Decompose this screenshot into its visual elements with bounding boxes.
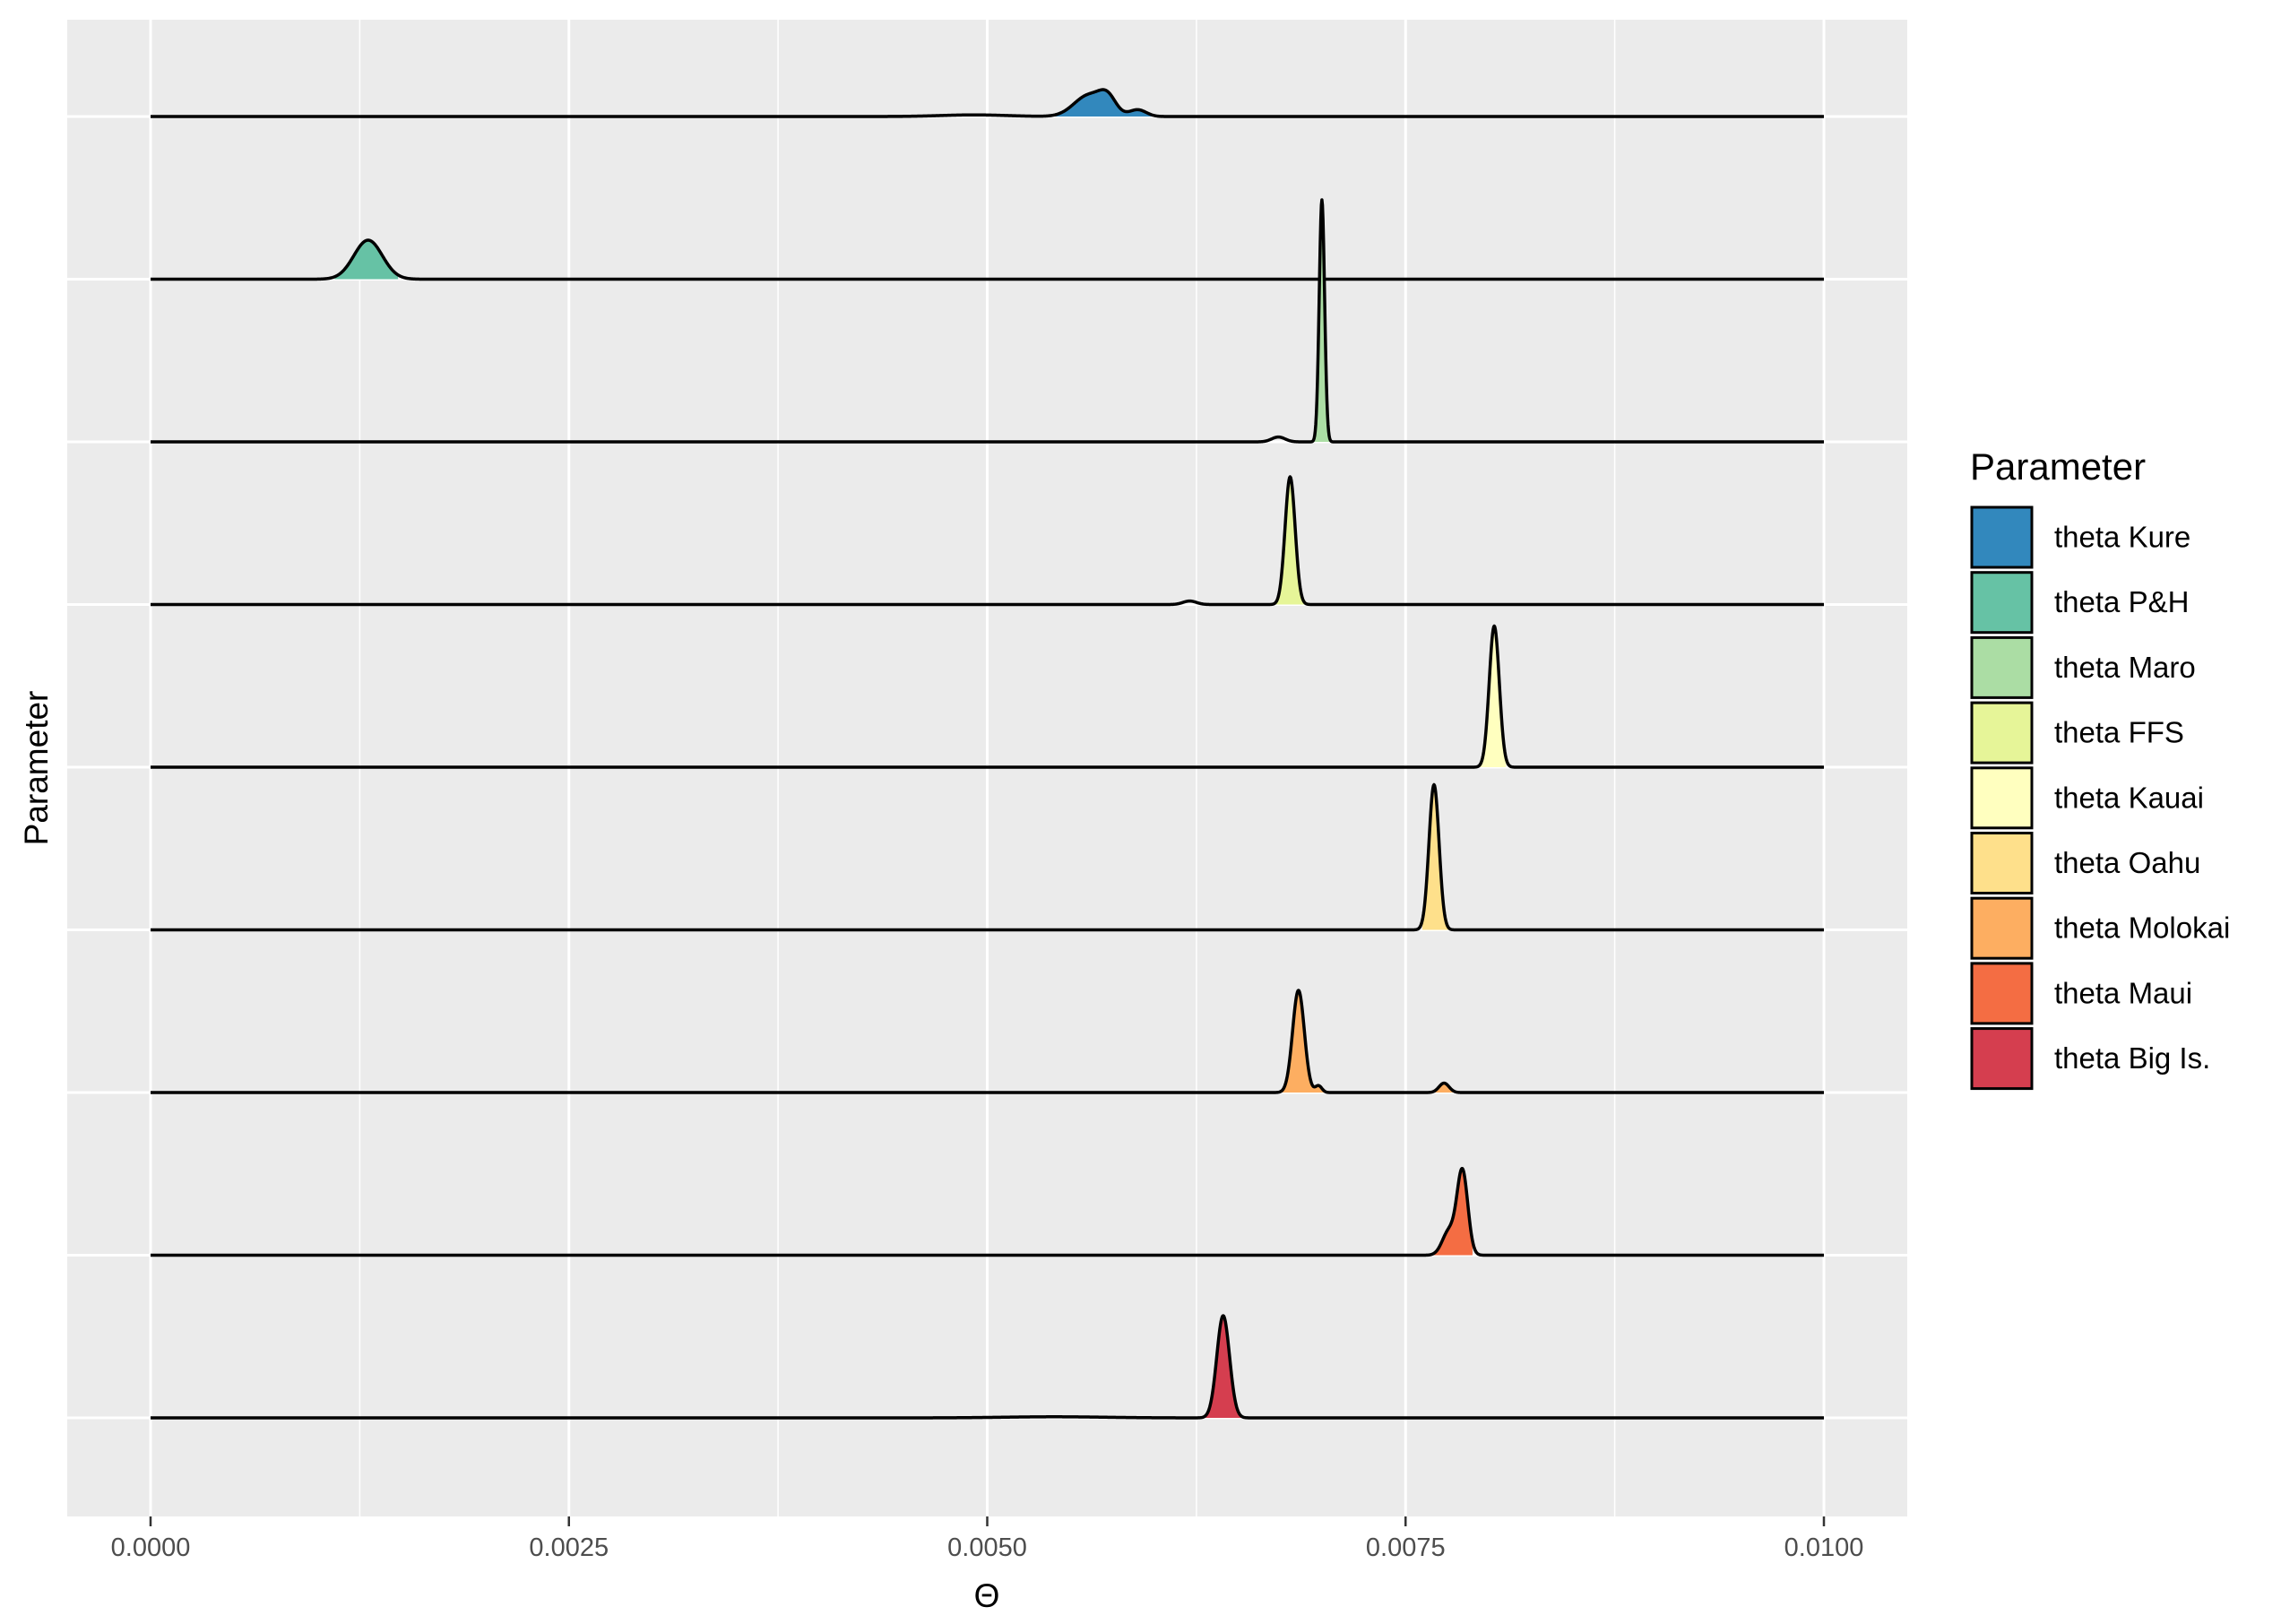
legend-key	[1970, 701, 2034, 764]
ridge-line-8	[149, 1314, 1826, 1420]
legend-label: theta Oahu	[2054, 846, 2200, 879]
legend-key	[1970, 1027, 2034, 1091]
legend-key	[1970, 896, 2034, 960]
legend-label: theta P&H	[2054, 585, 2189, 618]
ridge-fill-2	[1305, 200, 1339, 442]
x-tick-label: 0.0000	[111, 1533, 191, 1562]
legend-label: theta Big Is.	[2054, 1041, 2210, 1075]
x-axis-title: Θ	[974, 1577, 1000, 1614]
legend-label: theta Kauai	[2054, 781, 2204, 814]
ridge-fill-3	[1271, 477, 1306, 605]
legend-key	[1970, 832, 2034, 894]
legend-label: theta Molokai	[2054, 911, 2230, 945]
ridge-fill-1	[334, 240, 399, 280]
legend-key	[1970, 571, 2034, 635]
x-axis-ticks: 0.0000 0.0025 0.0050 0.0075 0.0100	[111, 1516, 1864, 1562]
legend-label: theta Kure	[2054, 521, 2190, 554]
legend-key	[1970, 766, 2034, 830]
ridge-line-2	[149, 198, 1826, 444]
ridge-fill-7	[1421, 1168, 1473, 1256]
x-tick-label: 0.0100	[1784, 1533, 1864, 1562]
legend-key	[1970, 962, 2034, 1025]
legend: theta Kure theta P&H theta Maro theta FFS th…	[1970, 505, 2230, 1091]
legend-label: theta FFS	[2054, 716, 2184, 749]
legend-key	[1970, 505, 2034, 569]
legend-title: Parameter	[1970, 445, 2146, 488]
ridge-line-4	[149, 624, 1826, 769]
x-tick-label: 0.0025	[529, 1533, 609, 1562]
x-tick-label: 0.0075	[1366, 1533, 1446, 1562]
y-axis-title: Parameter	[18, 691, 55, 846]
ridge-line-5	[149, 782, 1826, 932]
ridge-line-1	[149, 238, 1826, 281]
x-tick-label: 0.0050	[947, 1533, 1027, 1562]
ridge-fill-0	[1054, 90, 1155, 117]
legend-label: theta Maro	[2054, 651, 2196, 684]
ridge-line-0	[149, 88, 1826, 118]
ridge-fill-6	[1271, 990, 1456, 1093]
ridge-line-6	[149, 989, 1826, 1094]
legend-key	[1970, 635, 2034, 699]
ridge-line-7	[149, 1166, 1826, 1257]
legend-label: theta Maui	[2054, 976, 2192, 1009]
ridge-line-3	[149, 475, 1826, 607]
density-ridges	[149, 88, 1826, 1420]
